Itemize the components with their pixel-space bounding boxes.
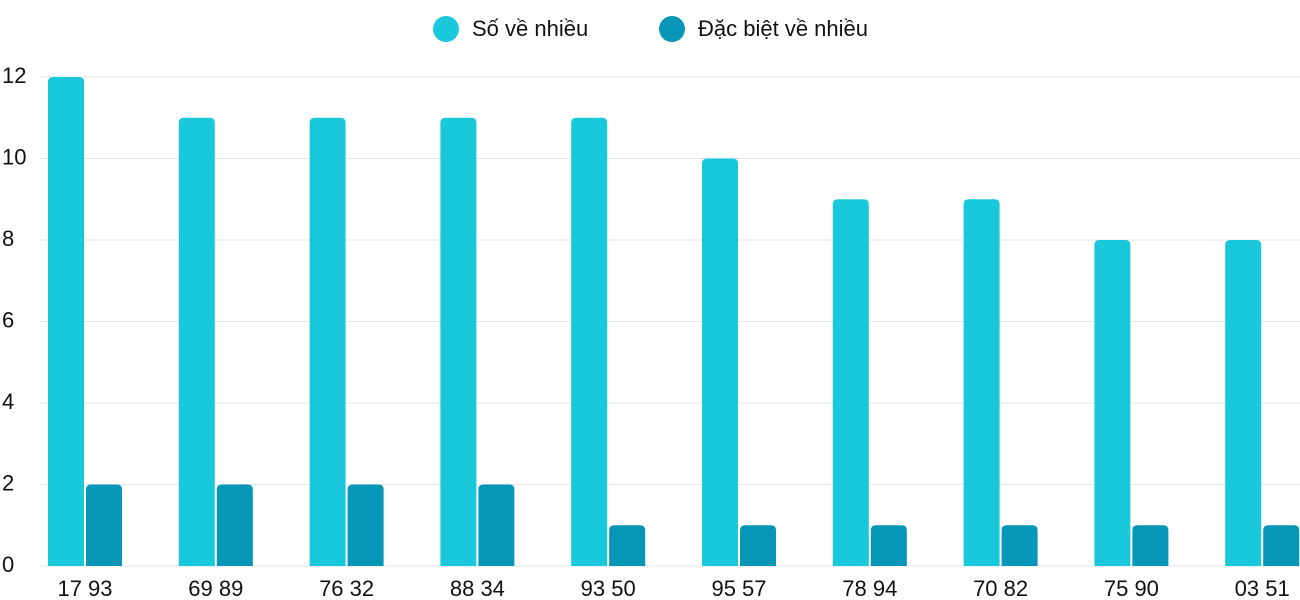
x-tick-label: 93 50	[581, 576, 636, 600]
y-tick-label: 2	[2, 470, 14, 495]
x-tick-label: 03 51	[1235, 576, 1290, 600]
x-tick-label: 78 94	[842, 576, 897, 600]
bar	[609, 525, 646, 566]
y-tick-label: 0	[2, 552, 14, 577]
bar	[702, 158, 738, 566]
x-tick-label: 88 34	[450, 576, 505, 600]
x-tick-label: 76 32	[319, 576, 374, 600]
legend-label: Đặc biệt về nhiều	[698, 16, 868, 41]
legend-label: Số về nhiều	[472, 16, 588, 41]
bar	[963, 199, 1000, 566]
bar	[1263, 525, 1300, 566]
bar	[870, 525, 907, 566]
bar	[832, 199, 869, 566]
y-tick-label: 12	[2, 63, 26, 88]
x-tick-label: 17 93	[57, 576, 112, 600]
bar	[571, 117, 608, 566]
bar	[1094, 240, 1131, 566]
bar	[86, 484, 122, 566]
bar	[178, 117, 215, 566]
bar	[1132, 525, 1169, 566]
bar	[1001, 525, 1038, 566]
y-tick-label: 6	[2, 307, 14, 332]
x-tick-label: 70 82	[973, 576, 1028, 600]
legend-marker	[433, 16, 459, 42]
bar	[1225, 240, 1262, 566]
bar	[478, 484, 515, 566]
bar	[347, 484, 384, 566]
bar	[440, 117, 477, 566]
bar	[740, 525, 776, 566]
legend-marker	[659, 16, 685, 42]
x-tick-label: 69 89	[188, 576, 243, 600]
x-tick-label: 95 57	[711, 576, 766, 600]
x-tick-label: 75 90	[1104, 576, 1159, 600]
bar	[309, 117, 346, 566]
y-tick-label: 8	[2, 226, 14, 251]
y-tick-label: 4	[2, 389, 14, 414]
bar	[216, 484, 253, 566]
bar	[48, 77, 84, 566]
y-tick-label: 10	[2, 144, 26, 169]
